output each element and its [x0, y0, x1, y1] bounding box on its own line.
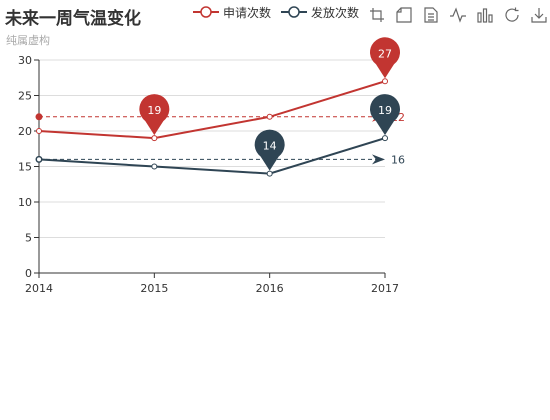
average-line-arrow [372, 154, 385, 165]
pin-marker-label: 19 [378, 104, 392, 117]
data-point [382, 135, 388, 142]
data-point [36, 156, 42, 163]
legend-label-applications: 申请次数 [223, 5, 272, 20]
restore-icon [505, 7, 519, 22]
line-chart-button[interactable] [449, 6, 467, 24]
average-line-start-dot [35, 113, 43, 121]
pin-marker [370, 37, 401, 79]
pin-marker-label: 19 [147, 104, 161, 117]
zoom-reset-icon [396, 7, 412, 23]
x-tick-label: 2016 [256, 282, 284, 295]
pin-marker [139, 94, 170, 136]
line-chart-icon [450, 7, 466, 23]
legend-item-issued[interactable]: 发放次数 [281, 4, 359, 21]
chart-title: 未来一周气温变化 [5, 9, 141, 29]
series-line [38, 80, 386, 140]
data-view-icon [424, 7, 438, 23]
legend-line-circle-icon [193, 6, 219, 18]
series-group: 16 19 14 [35, 94, 405, 177]
bar-chart-button[interactable] [476, 6, 494, 24]
zoom-reset-button[interactable] [395, 6, 413, 24]
data-point [382, 78, 388, 85]
x-tick-label: 2015 [140, 282, 168, 295]
chart-subtitle: 纯属虚构 [6, 34, 50, 47]
legend-item-applications[interactable]: 申请次数 [193, 4, 271, 21]
y-tick-label: 20 [18, 125, 32, 138]
legend: 申请次数 发放次数 [193, 3, 369, 21]
data-point [266, 113, 273, 120]
data-point [266, 170, 273, 177]
rect-zoom-icon [370, 8, 384, 22]
download-button[interactable] [530, 6, 548, 24]
bar-chart-icon [477, 8, 493, 23]
data-point [151, 135, 158, 142]
y-tick-label: 5 [25, 232, 32, 245]
x-tick-label: 2014 [25, 282, 53, 295]
legend-label-issued: 发放次数 [311, 5, 360, 20]
toolbox [368, 6, 550, 24]
data-view-button[interactable] [422, 6, 440, 24]
data-point [36, 128, 42, 134]
y-tick-label: 0 [25, 267, 32, 280]
y-tick-label: 25 [18, 90, 32, 103]
y-tick-label: 30 [18, 54, 32, 67]
pin-marker [254, 129, 285, 171]
data-point [151, 163, 158, 170]
y-tick-label: 10 [18, 196, 32, 209]
pin-marker-label: 27 [378, 47, 392, 60]
download-icon [531, 8, 547, 23]
series-line [38, 137, 386, 175]
restore-button[interactable] [503, 6, 521, 24]
rect-zoom-button[interactable] [368, 6, 386, 24]
average-line-label: 16 [391, 153, 405, 166]
x-tick-label: 2017 [371, 282, 399, 295]
legend-line-circle-icon [281, 6, 308, 18]
pin-marker [370, 94, 401, 136]
pin-marker-label: 14 [263, 140, 277, 153]
y-tick-label: 15 [18, 161, 32, 174]
